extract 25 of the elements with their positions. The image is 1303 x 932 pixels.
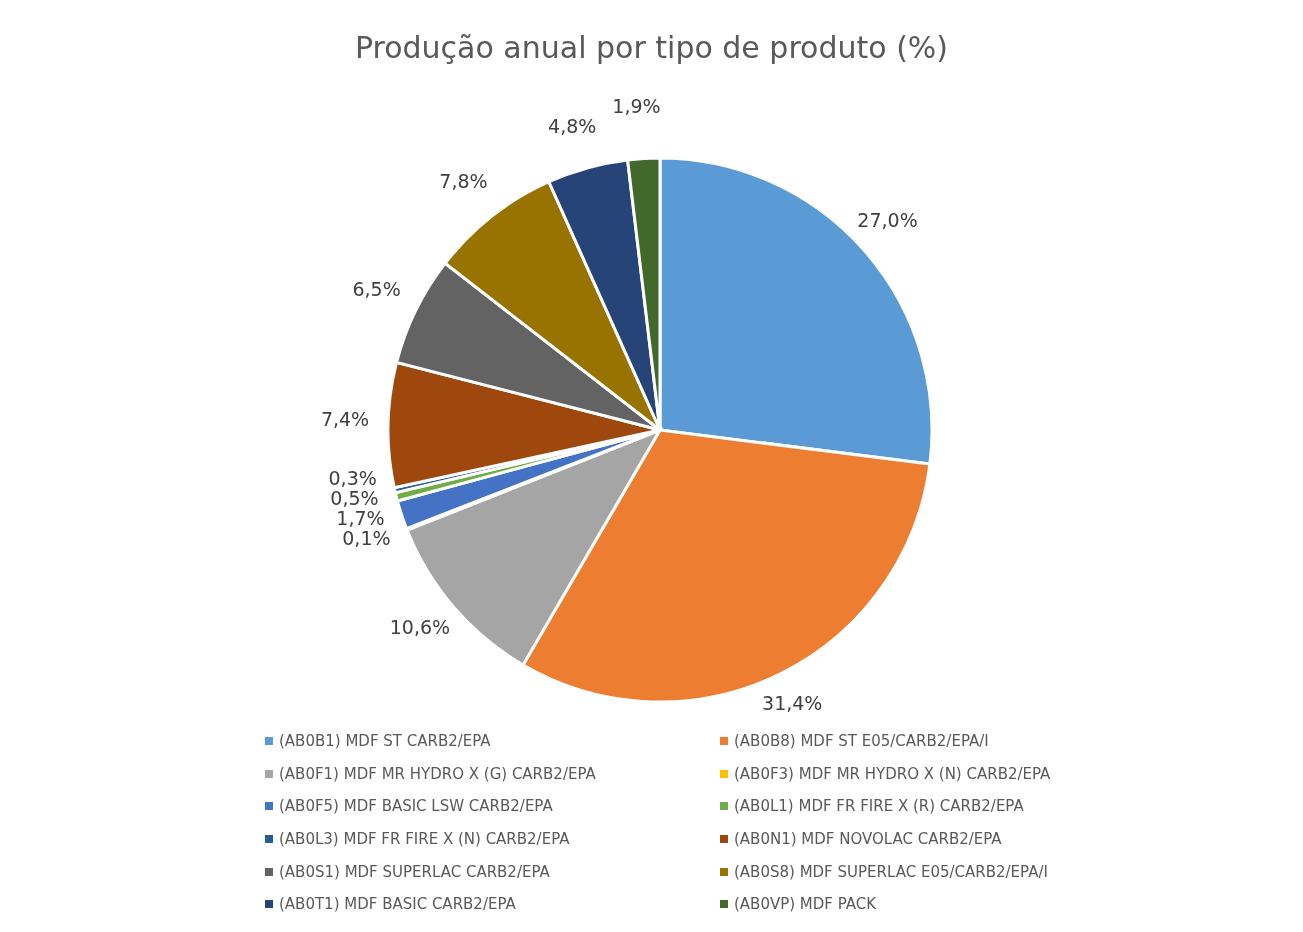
legend-label: (AB0S1) MDF SUPERLAC CARB2/EPA [279,862,550,881]
legend-label: (AB0N1) MDF NOVOLAC CARB2/EPA [734,830,1002,849]
data-label: 1,9% [612,95,661,118]
legend-label: (AB0L3) MDF FR FIRE X (N) CARB2/EPA [279,830,570,849]
data-label: 7,8% [439,170,488,193]
data-label: 7,4% [320,408,370,431]
chart-title: Produção anual por tipo de produto (%) [353,30,950,65]
data-label: 1,7% [336,507,385,530]
data-label: 0,5% [330,487,379,510]
legend-label: (AB0F1) MDF MR HYDRO X (G) CARB2/EPA [279,764,596,783]
data-label: 10,6% [389,616,451,639]
legend-label: (AB0F3) MDF MR HYDRO X (N) CARB2/EPA [734,764,1051,783]
legend-label: (AB0T1) MDF BASIC CARB2/EPA [279,895,516,914]
data-label: 0,3% [328,467,377,490]
legend-label: (AB0S8) MDF SUPERLAC E05/CARB2/EPA/I [734,862,1048,881]
data-label: 6,5% [352,277,401,300]
legend-label: (AB0F5) MDF BASIC LSW CARB2/EPA [279,797,553,816]
legend-label: (AB0L1) MDF FR FIRE X (R) CARB2/EPA [734,797,1024,816]
data-label: 27,0% [857,208,918,231]
data-label: 0,1% [342,527,391,550]
legend-label: (AB0B1) MDF ST CARB2/EPA [279,732,491,751]
legend-label: (AB0VP) MDF PACK [734,895,877,914]
data-label: 4,8% [548,115,597,138]
legend-label: (AB0B8) MDF ST E05/CARB2/EPA/I [734,732,989,751]
data-label: 31,4% [762,691,823,714]
